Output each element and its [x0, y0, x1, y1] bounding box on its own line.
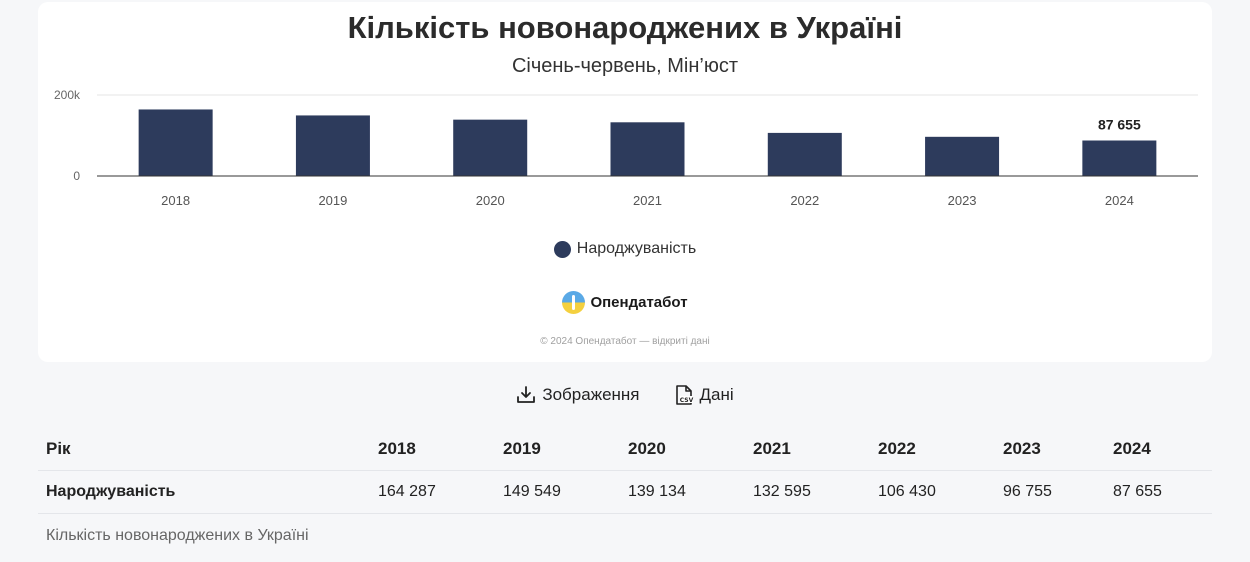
- chart-card: Кількість новонароджених в Україні Січен…: [38, 2, 1212, 362]
- table-row: Народжуваність 164 287 149 549 139 134 132 …: [38, 470, 1212, 513]
- x-tick-label: 2019: [318, 193, 347, 208]
- bar: [925, 136, 1000, 176]
- x-tick-label: 2018: [161, 193, 190, 208]
- download-image-label: Зображення: [542, 385, 640, 404]
- chart-subtitle: Січень-червень, Мін’юст: [511, 55, 739, 77]
- table-caption: Кількість новонароджених в Україні: [46, 527, 309, 544]
- data-table: Рік 2018 2019 2020 2021 2022 2023 2024 Народжу…: [38, 428, 1212, 514]
- bar-chart: 0 200k 2018 2019 2020 2021 2022 2023 2024 87 655: [54, 88, 1198, 208]
- opendatabot-logo-icon: [562, 291, 586, 314]
- bar: [138, 109, 213, 176]
- table-header-year: 2023: [1003, 438, 1041, 458]
- table-header-year: 2021: [753, 438, 791, 458]
- data-label: 87 655: [1098, 116, 1141, 132]
- table-header-year: 2018: [378, 438, 416, 458]
- table-row-label: Народжуваність: [46, 482, 176, 500]
- x-tick-label: 2021: [633, 193, 662, 208]
- table-header-year: 2020: [628, 438, 666, 458]
- table-header-year: 2022: [878, 438, 916, 458]
- y-tick-label: 200k: [54, 88, 81, 102]
- export-actions: Зображення CSV Дані: [0, 384, 1250, 406]
- x-tick-label: 2024: [1105, 193, 1134, 208]
- bar: [767, 132, 842, 176]
- table-header-row: Рік 2018 2019 2020 2021 2022 2023 2024: [38, 428, 1212, 470]
- download-icon: [517, 386, 536, 403]
- copyright: © 2024 Опендатабот — відкриті дані: [540, 336, 710, 347]
- chart-title: Кількість новонароджених в Україні: [347, 10, 903, 45]
- brand-name: Опендатабот: [590, 294, 688, 311]
- bar: [295, 115, 370, 176]
- svg-text:CSV: CSV: [679, 397, 693, 404]
- table-cell-value: 139 134: [628, 482, 686, 500]
- bar: [610, 122, 685, 176]
- table-cell-value: 132 595: [753, 482, 811, 500]
- download-image-button[interactable]: Зображення: [516, 384, 640, 406]
- legend-marker-icon: [553, 240, 571, 258]
- table-cell-value: 87 655: [1113, 482, 1162, 500]
- bar: [1082, 140, 1157, 176]
- table-header-year: 2024: [1113, 438, 1151, 458]
- bar: [453, 119, 528, 176]
- download-data-button[interactable]: CSV Дані: [674, 384, 734, 406]
- x-tick-label: 2023: [948, 193, 977, 208]
- table-header-year: 2019: [503, 438, 541, 458]
- legend[interactable]: Народжуваність: [38, 240, 1212, 258]
- table-cell-value: 164 287: [378, 482, 436, 500]
- x-tick-label: 2022: [790, 193, 819, 208]
- brand[interactable]: Опендатабот: [38, 291, 1212, 314]
- y-tick-label: 0: [73, 169, 80, 183]
- table-cell-value: 106 430: [878, 482, 936, 500]
- table-header-label: Рік: [46, 438, 71, 458]
- table-cell-value: 96 755: [1003, 482, 1052, 500]
- table-cell-value: 149 549: [503, 482, 561, 500]
- download-data-label: Дані: [699, 385, 734, 404]
- legend-label: Народжуваність: [576, 240, 697, 257]
- x-tick-label: 2020: [476, 193, 505, 208]
- csv-file-icon: CSV: [675, 385, 693, 405]
